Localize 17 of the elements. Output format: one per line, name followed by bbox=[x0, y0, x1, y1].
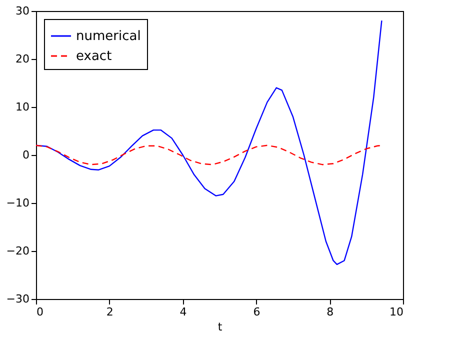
legend-label: numerical bbox=[76, 29, 141, 44]
y-tick-label: −10 bbox=[6, 196, 30, 210]
x-tick-label: 2 bbox=[106, 306, 114, 318]
x-axis-title: t bbox=[218, 320, 223, 334]
y-tick-label: 0 bbox=[22, 148, 30, 162]
x-tick-label: 6 bbox=[253, 306, 260, 318]
y-tick-label: −30 bbox=[6, 292, 30, 306]
line-series bbox=[35, 144, 382, 166]
y-tick-label: 30 bbox=[16, 4, 30, 18]
legend-label: exact bbox=[76, 49, 112, 64]
x-tick-label: 10 bbox=[390, 306, 404, 318]
x-tick-label: 4 bbox=[180, 306, 187, 318]
y-tick-label: 10 bbox=[16, 100, 30, 114]
y-tick-label: −20 bbox=[6, 244, 30, 258]
x-tick-label: 8 bbox=[326, 306, 334, 318]
x-tick-label: 0 bbox=[36, 306, 44, 318]
y-tick-label: 20 bbox=[16, 52, 30, 66]
